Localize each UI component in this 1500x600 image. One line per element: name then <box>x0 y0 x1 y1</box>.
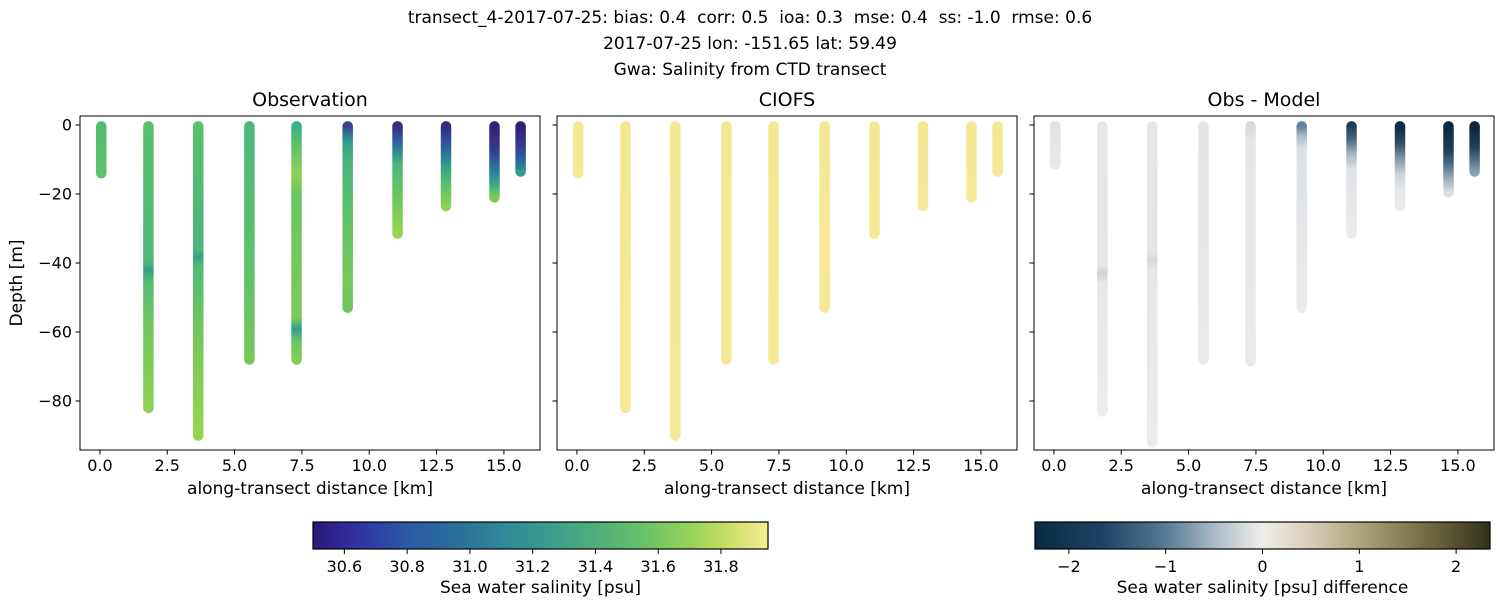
figure-suptitle: transect_4-2017-07-25: bias: 0.4 corr: 0… <box>0 5 1500 83</box>
colorbar-salinity: 30.6 30.8 31.0 31.2 31.4 31.6 31.8 Sea water sa… <box>312 521 769 598</box>
suptitle-line-location: 2017-07-25 lon: -151.65 lat: 59.49 <box>603 34 897 54</box>
x-tick-label: 5.0 <box>222 456 247 475</box>
x-axis-label: along-transect distance [km] <box>1141 479 1387 499</box>
x-tick-label: 15.0 <box>963 456 999 475</box>
colorbar-tick-label: 31.6 <box>640 557 676 576</box>
x-tick-label: 7.5 <box>766 456 791 475</box>
colorbar-label: Sea water salinity [psu] difference <box>1117 578 1409 598</box>
colorbar-tick-label: −1 <box>1154 557 1178 576</box>
colorbar-difference: −2 −1 0 1 2 Sea water salinity [psu] differen… <box>1034 521 1491 598</box>
x-tick-label: 2.5 <box>632 456 657 475</box>
y-axis-label: Depth [m] <box>7 239 27 326</box>
x-tick-label: 12.5 <box>419 456 455 475</box>
x-tick-label: 15.0 <box>486 456 522 475</box>
y-tick-label: 0 <box>62 115 72 134</box>
colorbar-tick-label: 30.6 <box>327 557 363 576</box>
colorbar-tick-label: 1 <box>1354 557 1364 576</box>
x-tick-label: 10.0 <box>828 456 864 475</box>
x-axis-label: along-transect distance [km] <box>187 479 433 499</box>
colorbar-tick-label: 31.2 <box>515 557 551 576</box>
axes-frame <box>556 115 1018 451</box>
x-tick-label: 2.5 <box>155 456 180 475</box>
y-tick-label: −40 <box>38 253 72 272</box>
colorbar-tick-label: −2 <box>1057 557 1081 576</box>
suptitle-line-variable: Gwa: Salinity from CTD transect <box>613 60 887 80</box>
colorbar-gradient <box>312 521 769 550</box>
x-axis-label: along-transect distance [km] <box>664 479 910 499</box>
colorbar-label: Sea water salinity [psu] <box>440 578 641 598</box>
panel-ciofs: 0.0 2.5 5.0 7.5 10.0 12.5 15.0 CIOFS along-trans… <box>552 89 1018 499</box>
y-tick-label: −20 <box>38 184 72 203</box>
x-tick-label: 12.5 <box>896 456 932 475</box>
x-tick-label: 10.0 <box>351 456 387 475</box>
x-tick-label: 0.0 <box>1041 456 1066 475</box>
x-tick-label: 5.0 <box>1176 456 1201 475</box>
x-tick-label: 2.5 <box>1109 456 1134 475</box>
x-tick-label: 10.0 <box>1305 456 1341 475</box>
panel-observation: 0.0 2.5 5.0 7.5 10.0 12.5 15.0 0 −20 −40 −60 −80 Obs… <box>38 89 541 499</box>
colorbar-tick-label: 30.8 <box>389 557 425 576</box>
panel-title: Obs - Model <box>1208 89 1321 111</box>
axes-frame <box>1033 115 1495 451</box>
y-tick-label: −60 <box>38 322 72 341</box>
x-tick-label: 7.5 <box>1243 456 1268 475</box>
x-tick-label: 7.5 <box>289 456 314 475</box>
colorbar-tick-label: 31.4 <box>578 557 614 576</box>
panel-title: Observation <box>252 89 368 111</box>
x-tick-label: 12.5 <box>1373 456 1409 475</box>
x-tick-label: 15.0 <box>1440 456 1476 475</box>
axes-frame <box>79 115 541 451</box>
colorbar-tick-label: 31.8 <box>703 557 739 576</box>
panel-title: CIOFS <box>759 89 815 111</box>
colorbar-gradient <box>1034 521 1491 550</box>
colorbar-tick-label: 0 <box>1257 557 1267 576</box>
x-tick-label: 5.0 <box>699 456 724 475</box>
x-tick-label: 0.0 <box>87 456 112 475</box>
colorbar-tick-label: 31.0 <box>452 557 488 576</box>
x-tick-label: 0.0 <box>564 456 589 475</box>
suptitle-line-stats: transect_4-2017-07-25: bias: 0.4 corr: 0… <box>407 8 1093 28</box>
panel-obs-model: 0.0 2.5 5.0 7.5 10.0 12.5 15.0 Obs - Model along… <box>1029 89 1495 499</box>
colorbar-tick-label: 2 <box>1451 557 1461 576</box>
y-tick-label: −80 <box>38 392 72 411</box>
